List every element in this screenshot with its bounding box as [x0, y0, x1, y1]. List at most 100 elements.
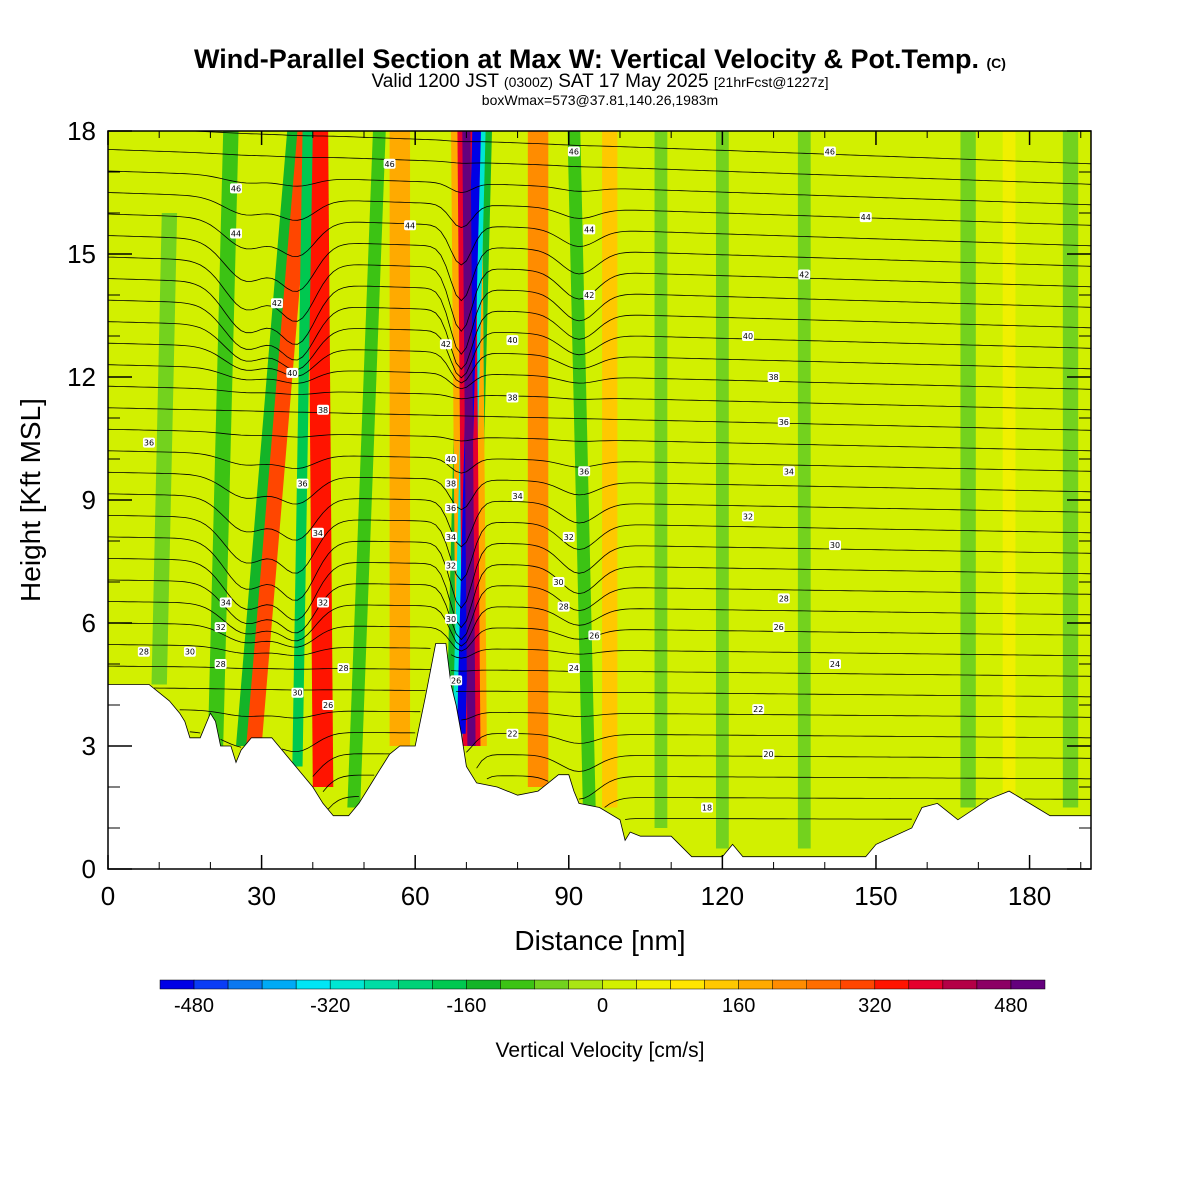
- colorbar-swatch-14: [636, 979, 671, 990]
- contour-label-17: 46: [383, 158, 396, 169]
- contour-label-text: 30: [185, 648, 195, 657]
- contour-label-4: 38: [317, 404, 330, 415]
- contour-label-text: 44: [584, 225, 594, 234]
- contour-label-38: 24: [567, 663, 580, 674]
- theta-contour-29: [108, 192, 1091, 229]
- x-tick-label: 0: [101, 881, 115, 911]
- contour-label-11: 28: [137, 646, 150, 657]
- theta-contour-20: [108, 385, 1091, 411]
- theta-contour-24: [108, 299, 1091, 370]
- contour-label-41: 44: [859, 212, 872, 223]
- contour-label-text: 20: [763, 750, 773, 759]
- colorbar-swatch-5: [329, 979, 365, 990]
- valid-time-text: Valid 1200 JST: [371, 71, 499, 92]
- contour-label-18: 44: [404, 220, 417, 231]
- w-feature-8: [602, 131, 618, 808]
- contour-label-text: 42: [441, 340, 451, 349]
- colorbar-swatch-6: [363, 979, 399, 990]
- theta-contour-12: [108, 558, 1091, 629]
- contour-label-text: 30: [553, 578, 563, 587]
- theta-contour-22: [108, 342, 1091, 384]
- colorbar: -480 -320 -160 0 160 320 480: [159, 979, 1046, 1017]
- colorbar-title: Vertical Velocity [cm/s]: [496, 1039, 705, 1062]
- w-feature-10: [151, 213, 178, 685]
- colorbar-swatch-7: [398, 979, 433, 990]
- contour-label-14: 28: [337, 663, 350, 674]
- w-feature-11: [960, 131, 976, 808]
- theta-contour-11: [108, 579, 1091, 641]
- colorbar-swatch-0: [159, 979, 195, 990]
- contour-label-37: 26: [588, 630, 601, 641]
- contour-label-text: 34: [446, 533, 456, 542]
- w-feature-20: [292, 131, 313, 767]
- theta-contour-28: [108, 213, 1091, 266]
- contour-label-text: 36: [579, 467, 589, 476]
- theta-contour-6: [154, 687, 1091, 698]
- theta-contour-2: [322, 774, 1091, 800]
- contour-label-49: 28: [777, 593, 790, 604]
- colorbar-swatch-2: [227, 979, 263, 990]
- contour-label-text: 46: [231, 184, 241, 193]
- contour-label-text: 38: [446, 480, 456, 489]
- contour-label-39: 22: [506, 728, 519, 739]
- contour-label-34: 32: [562, 531, 575, 542]
- colorbar-tick-label: 320: [858, 995, 891, 1017]
- x-tick-label: 60: [401, 881, 430, 911]
- contour-label-29: 34: [511, 490, 524, 501]
- contour-label-30: 46: [567, 146, 580, 157]
- colorbar-swatch-25: [1010, 979, 1046, 990]
- contour-label-35: 30: [552, 577, 565, 587]
- contour-label-3: 40: [286, 367, 299, 378]
- contour-label-text: 38: [318, 406, 328, 415]
- contour-label-text: 40: [507, 336, 517, 345]
- contour-label-31: 44: [583, 224, 596, 235]
- theta-contour-5: [179, 709, 1091, 721]
- w-feature-15: [654, 131, 668, 828]
- contour-label-text: 26: [589, 631, 599, 640]
- contour-label-text: 34: [313, 529, 323, 538]
- contour-label-5: 36: [142, 437, 155, 448]
- contour-label-text: 34: [512, 492, 522, 501]
- contour-label-text: 28: [216, 660, 226, 669]
- theta-contour-4: [189, 731, 1091, 753]
- contour-label-text: 36: [446, 504, 456, 513]
- contour-label-48: 30: [829, 540, 842, 551]
- copyright-mark: (C): [986, 55, 1006, 71]
- contour-label-text: 28: [139, 648, 149, 657]
- theta-contour-7: [108, 665, 1091, 677]
- theta-contour-30: [108, 170, 1091, 206]
- contour-label-15: 30: [291, 687, 304, 698]
- contour-label-text: 22: [507, 730, 517, 739]
- contour-label-47: 32: [741, 511, 754, 522]
- y-tick-label: 12: [67, 362, 96, 392]
- colorbar-swatch-10: [500, 979, 535, 990]
- valid-date-text: SAT 17 May 2025: [558, 71, 709, 92]
- theta-contour-25: [108, 278, 1091, 355]
- theta-contour-21: [108, 364, 1091, 390]
- contour-label-9: 32: [214, 622, 227, 633]
- colorbar-swatch-23: [942, 979, 978, 990]
- contour-label-text: 36: [297, 480, 307, 489]
- contour-label-7: 34: [311, 527, 324, 538]
- contour-label-2: 42: [270, 298, 283, 309]
- contour-label-23: 34: [445, 531, 458, 542]
- w-feature-22: [462, 131, 476, 746]
- w-feature-16: [715, 131, 729, 849]
- contour-label-text: 34: [784, 467, 794, 476]
- y-tick-label: 6: [82, 608, 96, 638]
- theta-contour-1: [327, 796, 1091, 810]
- colorbar-swatch-15: [670, 979, 705, 990]
- contour-label-46: 34: [782, 466, 795, 477]
- colorbar-tick-label: -160: [446, 995, 486, 1017]
- contour-label-6: 36: [296, 478, 309, 489]
- contour-label-text: 18: [702, 804, 712, 813]
- contour-label-text: 22: [753, 705, 763, 714]
- contour-label-text: 32: [446, 562, 456, 571]
- theta-contour-19: [108, 407, 1091, 431]
- contour-label-text: 32: [564, 533, 574, 542]
- contour-label-text: 24: [569, 664, 579, 673]
- contour-label-50: 26: [772, 622, 785, 633]
- contour-label-22: 36: [445, 503, 458, 514]
- contour-label-10: 30: [183, 646, 196, 657]
- contour-label-text: 28: [779, 594, 789, 603]
